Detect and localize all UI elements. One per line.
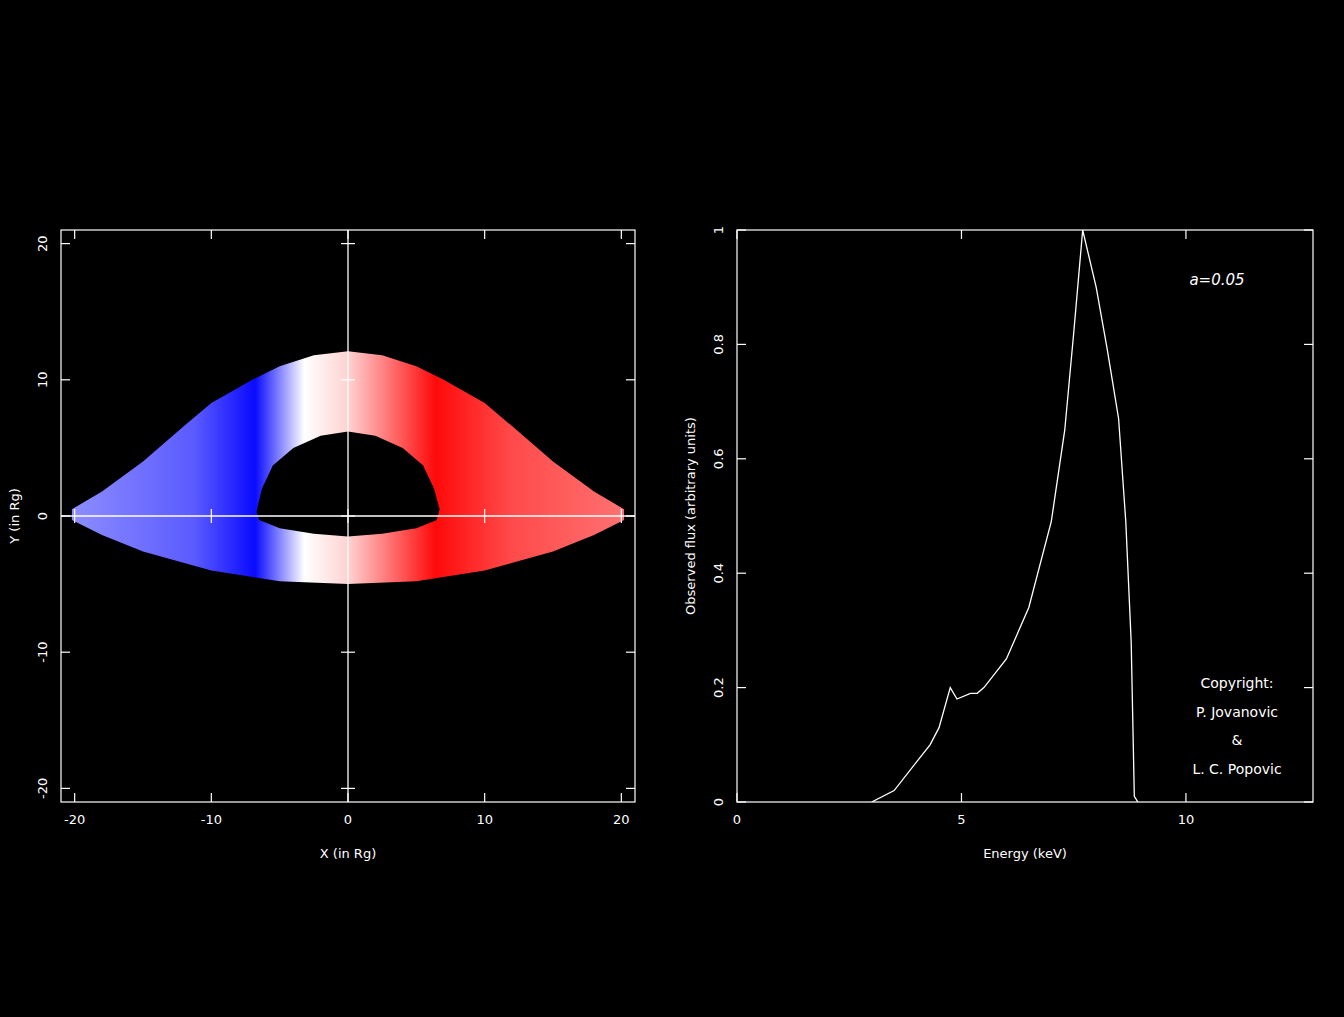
center-tick xyxy=(341,379,355,380)
credit: Copyright: xyxy=(1200,675,1273,691)
tick-label: 0.6 xyxy=(711,448,726,469)
tick-label: -20 xyxy=(35,778,50,799)
plot-area xyxy=(872,230,1138,802)
frame xyxy=(61,230,635,802)
tick xyxy=(736,230,737,239)
tick xyxy=(61,515,70,516)
center-tick xyxy=(341,243,355,244)
tick-label: -10 xyxy=(201,812,222,827)
center-axis-x xyxy=(61,515,635,516)
tick-label: 20 xyxy=(613,812,630,827)
tick xyxy=(1304,229,1313,230)
tick xyxy=(347,230,348,239)
tick xyxy=(211,230,212,239)
tick xyxy=(1185,230,1186,239)
tick-label: 1 xyxy=(711,226,726,234)
axis-title: Y (in Rg) xyxy=(7,488,22,545)
center-tick xyxy=(211,509,212,523)
tick xyxy=(621,230,622,239)
panel: -20 -10 0 10 20 -20 -10 0 10 20 X (in Rg) Y (in Rg) xyxy=(7,230,635,861)
tick xyxy=(61,243,70,244)
tick-label: 0 xyxy=(35,512,50,520)
tick-label: 0.8 xyxy=(711,334,726,355)
tick xyxy=(737,573,746,574)
tick xyxy=(347,793,348,802)
tick xyxy=(1304,458,1313,459)
tick xyxy=(737,344,746,345)
tick xyxy=(626,243,635,244)
center-tick xyxy=(341,788,355,789)
tick xyxy=(61,652,70,653)
credit: & xyxy=(1232,732,1243,748)
tick xyxy=(621,793,622,802)
axis-title: X (in Rg) xyxy=(320,846,376,861)
credit: L. C. Popovic xyxy=(1192,761,1281,777)
tick xyxy=(211,793,212,802)
tick xyxy=(737,229,746,230)
center-tick xyxy=(74,509,75,523)
tick xyxy=(626,788,635,789)
tick xyxy=(1304,573,1313,574)
credit: P. Jovanovic xyxy=(1196,704,1278,720)
frame xyxy=(737,230,1313,802)
figure: -20-1001020-20-1001020X (in Rg)Y (in Rg)… xyxy=(0,0,1344,1017)
annotation: a=0.05 xyxy=(1189,271,1244,289)
tick xyxy=(1304,801,1313,802)
axis-title: Observed flux (arbitrary units) xyxy=(683,417,698,615)
tick-label: 10 xyxy=(476,812,493,827)
tick xyxy=(626,652,635,653)
tick-label: 10 xyxy=(35,372,50,389)
tick xyxy=(484,230,485,239)
axis-title: Energy (keV) xyxy=(983,846,1067,861)
tick xyxy=(61,379,70,380)
tick-label: -10 xyxy=(35,642,50,663)
tick xyxy=(1304,344,1313,345)
panel: 0 5 10 0 0.2 0.4 0.6 0.8 1 Energy (keV) Observed f… xyxy=(683,226,1313,861)
tick xyxy=(484,793,485,802)
tick-label: 0.4 xyxy=(711,563,726,584)
tick xyxy=(737,687,746,688)
tick-label: 0 xyxy=(711,798,726,806)
tick xyxy=(61,788,70,789)
tick xyxy=(74,230,75,239)
tick xyxy=(961,793,962,802)
tick xyxy=(737,458,746,459)
tick xyxy=(1185,793,1186,802)
center-tick xyxy=(621,509,622,523)
tick-label: 20 xyxy=(35,235,50,252)
tick-label: 5 xyxy=(957,812,965,827)
center-tick xyxy=(341,515,355,516)
tick-label: 10 xyxy=(1178,812,1195,827)
tick xyxy=(626,379,635,380)
tick xyxy=(74,793,75,802)
tick xyxy=(626,515,635,516)
profile-line xyxy=(872,230,1138,802)
tick xyxy=(737,801,746,802)
tick xyxy=(1304,687,1313,688)
tick-label: 0.2 xyxy=(711,677,726,698)
center-tick xyxy=(341,652,355,653)
tick xyxy=(961,230,962,239)
tick-label: 0 xyxy=(733,812,741,827)
tick-label: -20 xyxy=(64,812,85,827)
tick-label: 0 xyxy=(344,812,352,827)
center-tick xyxy=(484,509,485,523)
background xyxy=(0,0,1344,1017)
tick xyxy=(736,793,737,802)
